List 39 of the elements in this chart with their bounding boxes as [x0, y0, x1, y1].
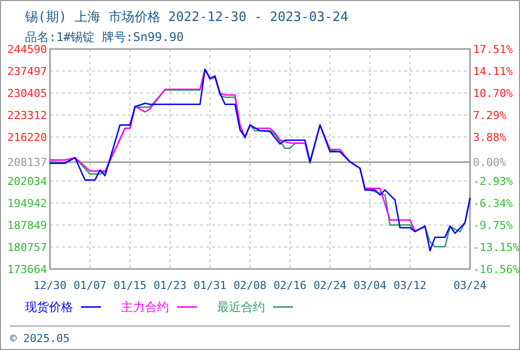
y-tick-label: 202034 [7, 175, 48, 188]
y-tick-label: 244590 [7, 43, 47, 56]
y2-tick-label: -6.34% [473, 197, 514, 210]
x-tick-label: 03/24 [453, 279, 487, 292]
chart-title: 锡(期) 上海 市场价格 2022-12-30 - 2023-03-24 [24, 10, 348, 25]
x-tick-label: 01/31 [193, 279, 227, 292]
y2-tick-label: -13.15% [473, 240, 520, 254]
y2-tick-label: 3.88% [473, 131, 506, 144]
y2-tick-label: -9.75% [473, 219, 514, 232]
x-tick-label: 02/08 [233, 279, 267, 292]
y2-tick-label: -2.93% [473, 174, 514, 188]
x-tick-label: 12/30 [33, 279, 67, 292]
y2-tick-label: 0.00% [473, 156, 506, 170]
y-tick-label: 187849 [7, 219, 47, 232]
x-tick-label: 02/16 [273, 279, 307, 292]
y-tick-label: 173664 [7, 263, 48, 276]
y-tick-label: 180757 [7, 241, 47, 254]
y2-tick-label: 10.70% [473, 86, 514, 100]
text: © 2025.05 [10, 332, 70, 345]
chart-subtitle: 品名:1#锡锭 牌号:Sn99.90 [25, 30, 184, 44]
y2-tick-label: 14.11% [473, 64, 514, 78]
x-tick-label: 01/15 [113, 279, 147, 292]
y-tick-label: 216220 [7, 131, 47, 144]
y-tick-label: 237497 [7, 65, 47, 78]
y-tick-label: 208137 [7, 156, 47, 170]
y2-tick-label: 17.51% [473, 43, 514, 56]
y-tick-label: 230405 [7, 87, 47, 100]
y-tick-label: 194942 [7, 197, 47, 210]
x-tick-label: 02/24 [313, 279, 347, 292]
legend-label: 现货价格 [25, 300, 73, 314]
x-tick-label: 01/07 [73, 279, 107, 292]
x-tick-label: 03/04 [353, 279, 387, 292]
x-tick-label: 01/23 [153, 279, 187, 292]
legend-label: 最近合约 [217, 300, 265, 314]
y2-tick-label: 7.29% [473, 108, 506, 122]
y-tick-label: 223312 [7, 109, 47, 122]
y2-tick-label: -16.56% [473, 263, 520, 276]
legend-label: 主力合约 [121, 300, 169, 314]
x-tick-label: 03/12 [393, 279, 427, 292]
